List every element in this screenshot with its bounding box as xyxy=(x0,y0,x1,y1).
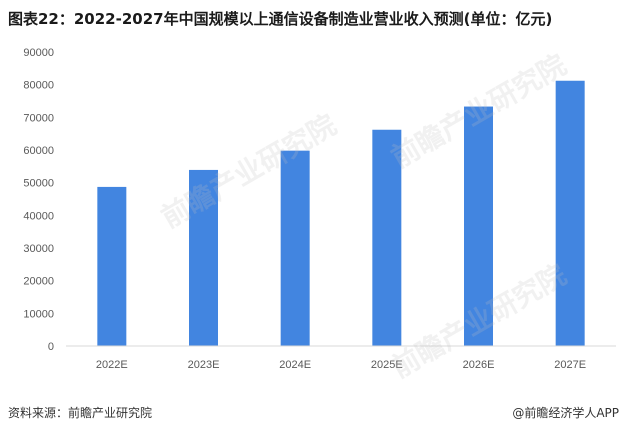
y-tick-label: 80000 xyxy=(23,80,54,92)
bar xyxy=(280,150,310,346)
chart-title: 图表22：2022-2027年中国规模以上通信设备制造业营业收入预测(单位：亿元… xyxy=(8,10,553,28)
source-note: 资料来源：前瞻产业研究院 xyxy=(8,406,153,420)
bar xyxy=(97,186,127,346)
y-axis: 0 10000 20000 30000 40000 50000 60000 70000 8000… xyxy=(23,47,54,353)
y-tick-label: 20000 xyxy=(23,276,54,288)
x-tick-label: 2027E xyxy=(554,359,586,371)
y-tick-label: 60000 xyxy=(23,145,54,157)
chart-svg: 0 10000 20000 30000 40000 50000 60000 70000 8000… xyxy=(23,47,616,371)
x-tick-label: 2022E xyxy=(96,359,128,371)
bars xyxy=(97,80,585,346)
y-tick-label: 0 xyxy=(48,341,54,353)
x-tick-label: 2023E xyxy=(188,359,220,371)
bar-chart: 0 10000 20000 30000 40000 50000 60000 70000 8000… xyxy=(0,36,627,388)
x-tick-label: 2025E xyxy=(371,359,403,371)
bar xyxy=(555,80,585,346)
x-tick-label: 2026E xyxy=(463,359,495,371)
y-tick-label: 40000 xyxy=(23,210,54,222)
x-tick-label: 2024E xyxy=(279,359,311,371)
y-tick-label: 30000 xyxy=(23,243,54,255)
x-axis: 2022E 2023E 2024E 2025E 2026E 2027E xyxy=(96,359,586,371)
y-tick-label: 10000 xyxy=(23,308,54,320)
bar xyxy=(464,106,493,346)
bar xyxy=(372,129,402,346)
bar xyxy=(189,169,218,346)
y-tick-label: 70000 xyxy=(23,112,54,124)
y-tick-label: 50000 xyxy=(23,178,54,190)
y-tick-label: 90000 xyxy=(23,47,54,59)
brand-label: @前瞻经济学人APP xyxy=(512,406,619,420)
